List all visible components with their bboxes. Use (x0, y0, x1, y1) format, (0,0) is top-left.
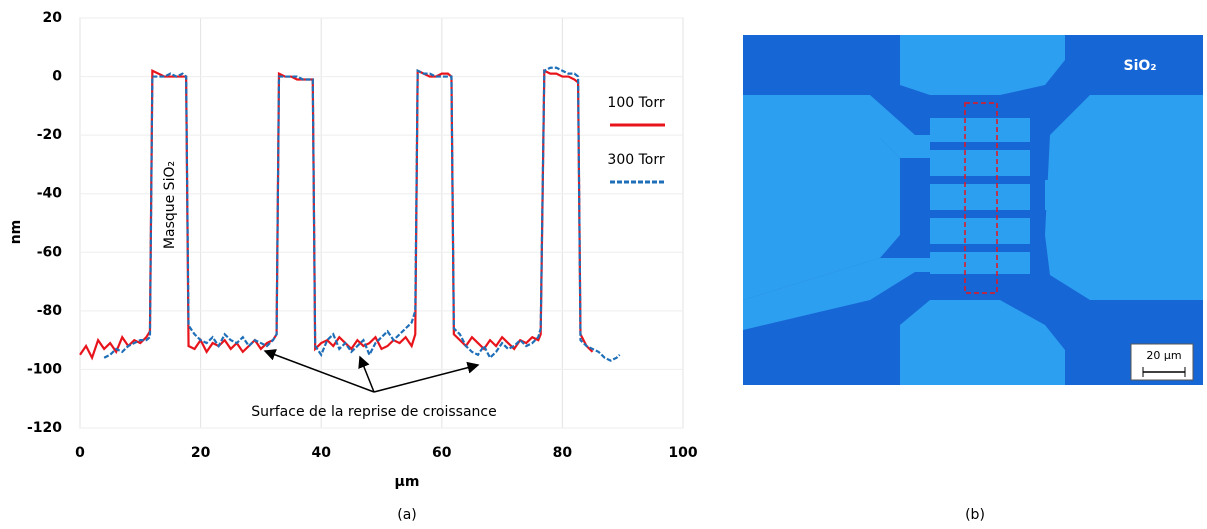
annotation: Surface de la reprise de croissance (251, 404, 497, 420)
annotation-arrow (373, 361, 480, 393)
y-tick-label: -20 (37, 127, 63, 143)
caption-a: (a) (397, 507, 417, 523)
y-tick-label: -60 (37, 244, 63, 260)
caption-b: (b) (965, 507, 985, 523)
x-axis-label: µm (395, 474, 420, 490)
y-tick-label: 20 (43, 10, 63, 26)
x-tick-label: 20 (191, 445, 211, 461)
legend-label: 100 Torr (607, 95, 664, 111)
micrograph (743, 35, 1203, 385)
y-tick-label: 0 (52, 69, 62, 85)
legend-label: 300 Torr (607, 152, 664, 168)
x-tick-label: 0 (75, 445, 85, 461)
series-line (79, 68, 594, 361)
x-tick-label: 60 (432, 445, 452, 461)
y-tick-label: -80 (37, 303, 63, 319)
y-tick-label: -100 (27, 361, 62, 377)
annotation-arrow (358, 355, 375, 393)
scale-bar-label: 20 µm (1146, 349, 1181, 362)
image-label: SiO₂ (1124, 58, 1157, 74)
x-tick-label: 80 (553, 445, 573, 461)
y-tick-label: -40 (37, 186, 63, 202)
y-tick-label: -120 (27, 420, 62, 436)
annotation-arrow (263, 349, 375, 393)
series-line (103, 66, 621, 362)
x-tick-label: 100 (668, 445, 697, 461)
x-tick-label: 40 (311, 445, 331, 461)
annotation: Masque SiO₂ (162, 161, 178, 249)
y-axis-label: nm (8, 220, 24, 245)
